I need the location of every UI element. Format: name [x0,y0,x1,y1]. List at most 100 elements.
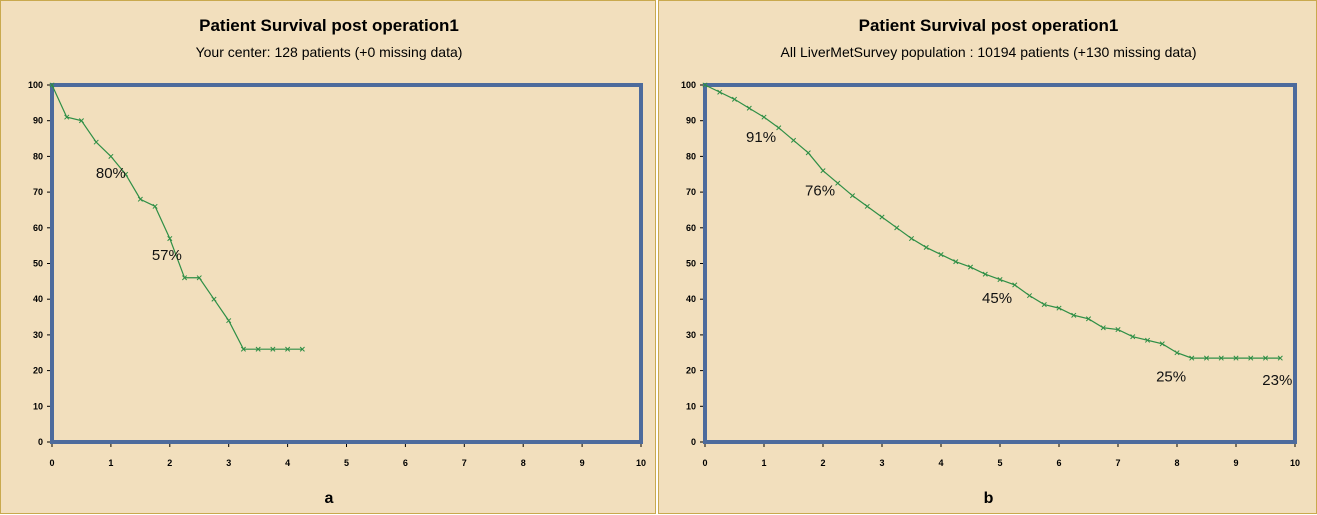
x-tick-label: 3 [879,458,884,468]
data-point [1174,350,1180,356]
data-point [1233,355,1239,361]
data-point [923,244,929,250]
x-tick-label: 10 [1290,458,1300,468]
data-point [1262,355,1269,361]
data-point [1277,355,1283,361]
data-point [1056,305,1062,311]
data-point [908,235,915,242]
data-point [835,180,841,186]
data-point [820,168,826,174]
chart-subtitle: All LiverMetSurvey population : 10194 pa… [781,44,1197,60]
data-point [255,346,261,352]
x-tick-label: 8 [1174,458,1179,468]
x-tick-label: 10 [636,458,646,468]
panel-letter-a: a [325,490,334,507]
data-point [78,118,85,124]
x-tick-label: 4 [938,458,943,468]
annotation-label: 76% [805,183,835,200]
x-tick-label: 3 [226,458,231,468]
x-tick-label: 5 [997,458,1002,468]
data-point [167,235,173,242]
data-point [226,318,232,324]
data-point [894,225,900,231]
y-tick-label: 100 [28,80,43,90]
data-point [879,214,885,220]
y-tick-label: 30 [686,330,696,340]
data-point [49,82,55,88]
data-point [776,125,782,131]
x-tick-label: 8 [521,458,526,468]
y-tick-label: 100 [681,80,696,90]
data-point [137,196,143,202]
data-point [1100,325,1106,331]
y-tick-label: 40 [686,294,696,304]
data-point [982,271,988,277]
y-tick-label: 0 [691,437,696,447]
x-tick-label: 2 [820,458,825,468]
data-point [1189,355,1195,361]
chart-a-svg: Patient Survival post operation1 Your cen… [28,16,646,507]
chart-subtitle: Your center: 128 patients (+0 missing da… [196,44,463,60]
y-tick-label: 10 [686,401,696,411]
data-point [1218,355,1224,361]
data-point [864,203,870,209]
x-tick-label: 9 [580,458,585,468]
data-point [1144,337,1151,343]
annotation-label: 23% [1262,372,1292,389]
data-point [1130,334,1136,340]
x-tick-label: 6 [1056,458,1061,468]
chart-title: Patient Survival post operation1 [199,16,459,35]
x-tick-label: 5 [344,458,349,468]
data-point [299,346,305,352]
data-point [1203,355,1210,361]
y-tick-label: 50 [686,259,696,269]
data-point [181,275,188,281]
y-tick-label: 80 [33,151,43,161]
y-tick-label: 20 [686,366,696,376]
y-tick-label: 40 [33,294,43,304]
data-point [270,346,276,352]
survival-curve-line [51,84,303,350]
x-tick-label: 6 [403,458,408,468]
y-tick-label: 60 [686,223,696,233]
data-point [1071,312,1077,318]
x-tick-label: 1 [761,458,766,468]
y-tick-label: 50 [33,259,43,269]
data-point [152,203,158,209]
data-point [1085,316,1092,322]
y-tick-label: 70 [33,187,43,197]
data-point [997,277,1003,283]
chart-b-svg: Patient Survival post operation1 All Live… [681,16,1300,507]
x-tick-label: 4 [285,458,290,468]
y-tick-label: 60 [33,223,43,233]
annotation-label: 25% [1156,368,1186,385]
y-tick-label: 10 [33,401,43,411]
data-point [967,264,974,270]
data-point [731,96,738,102]
survival-curve-line [704,84,1281,359]
data-point [64,114,70,120]
y-tick-label: 90 [33,116,43,126]
plot-frame [50,83,643,444]
data-point [1026,293,1033,299]
data-point [1248,355,1254,361]
y-tick-label: 0 [38,437,43,447]
data-point [805,150,811,156]
panel-letter-b: b [984,490,994,507]
x-tick-label: 0 [702,458,707,468]
data-point [717,89,723,95]
data-point [108,153,114,159]
x-tick-label: 2 [167,458,172,468]
plot-frame [703,83,1297,444]
annotation-label: 80% [96,165,126,182]
data-point [196,275,202,281]
x-tick-label: 7 [1115,458,1120,468]
data-point [211,296,217,302]
data-point [790,137,797,143]
y-tick-label: 70 [686,187,696,197]
data-point [938,252,944,258]
annotation-label: 45% [982,290,1012,307]
x-tick-label: 1 [108,458,113,468]
x-tick-label: 7 [462,458,467,468]
data-point [1012,282,1018,288]
